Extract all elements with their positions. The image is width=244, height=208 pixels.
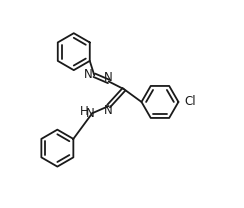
Text: N: N: [104, 71, 113, 84]
Text: Cl: Cl: [185, 95, 196, 108]
Text: N: N: [85, 107, 94, 120]
Text: H: H: [80, 105, 89, 118]
Text: N: N: [84, 68, 92, 81]
Text: N: N: [104, 104, 113, 117]
